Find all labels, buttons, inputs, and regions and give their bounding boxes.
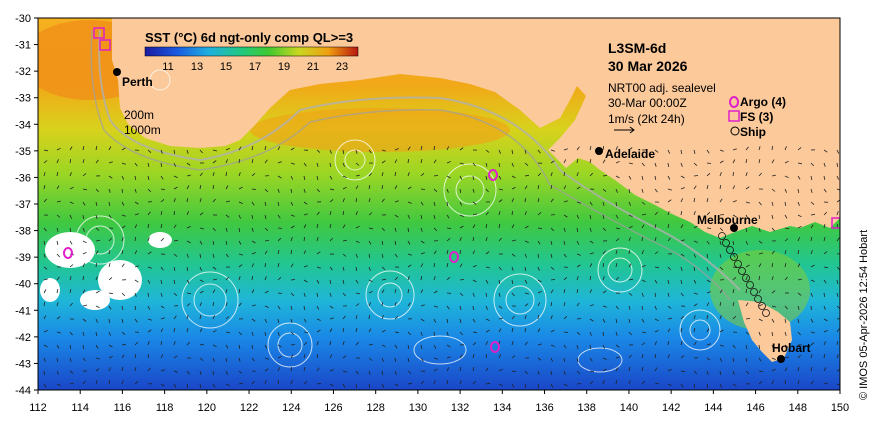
contour-label-200m: 200m <box>124 108 154 122</box>
colorbar-title: SST (°C) 6d ngt-only comp QL>=3 <box>145 30 353 45</box>
y-tick-label: -36 <box>15 172 31 184</box>
velocity-scale-label: 1m/s (2kt 24h) <box>608 112 685 126</box>
ship-track <box>718 232 770 317</box>
x-tick-label: 134 <box>493 402 511 414</box>
x-tick-label: 146 <box>746 402 764 414</box>
fs-legend-icon <box>728 110 740 122</box>
legend-ship: Ship <box>740 125 766 139</box>
x-tick-label: 130 <box>409 402 427 414</box>
sealevel-label: NRT00 adj. sealevel <box>608 81 716 95</box>
city-melbourne: Melbourne <box>697 213 758 232</box>
y-tick-label: -34 <box>15 119 31 131</box>
y-tick-label: -43 <box>15 358 31 370</box>
x-axis-ticks: 112 114 116 118 120 122 124 126 128 130 132 134 136 1… <box>29 390 849 414</box>
sealevel-contours <box>75 69 721 373</box>
colorbar: SST (°C) 6d ngt-only comp QL>=3 11 13 15 17… <box>144 30 359 73</box>
x-tick-label: 140 <box>620 402 638 414</box>
fs-stations <box>93 27 840 229</box>
credit-text: © IMOS 05-Apr-2026 12:54 Hobart <box>858 230 870 400</box>
y-tick-label: -42 <box>15 332 31 344</box>
x-tick-label: 126 <box>324 402 342 414</box>
x-tick-label: 122 <box>240 402 258 414</box>
y-tick-label: -30 <box>15 13 31 25</box>
y-tick-label: -40 <box>15 279 31 291</box>
x-tick-label: 138 <box>578 402 596 414</box>
x-tick-label: 148 <box>789 402 807 414</box>
x-tick-label: 116 <box>114 402 132 414</box>
legend-argo: Argo (4) <box>740 95 786 109</box>
colorbar-tick-label: 21 <box>307 61 319 73</box>
x-tick-label: 124 <box>282 402 300 414</box>
colorbar-tick-label: 11 <box>162 61 173 73</box>
velocity-arrows <box>43 146 840 388</box>
y-tick-label: -41 <box>15 305 31 317</box>
x-tick-label: 118 <box>156 402 174 414</box>
y-tick-label: -38 <box>15 226 31 238</box>
x-tick-label: 150 <box>831 402 849 414</box>
svg-text:Hobart: Hobart <box>772 341 811 355</box>
x-tick-label: 128 <box>367 402 385 414</box>
contour-label-1000m: 1000m <box>124 123 161 137</box>
city-hobart: Hobart <box>772 341 811 363</box>
tasmania-land <box>738 300 792 362</box>
y-tick-label: -39 <box>15 252 31 264</box>
colorbar-tick-label: 17 <box>249 61 261 73</box>
ship-legend-icon <box>730 126 740 136</box>
y-tick-label: -37 <box>15 199 31 211</box>
time-label: 30-Mar 00:00Z <box>608 96 687 110</box>
city-perth: Perth <box>113 68 153 89</box>
x-tick-label: 136 <box>535 402 553 414</box>
colorbar-tick-label: 19 <box>278 61 290 73</box>
cloud-gaps <box>40 232 172 310</box>
y-axis-ticks: -30 -31 -32 -33 -34 -35 -36 -37 -38 -39 -40 -41 -42 -… <box>15 13 38 397</box>
y-tick-label: -33 <box>15 93 31 105</box>
city-adelaide: Adelaide <box>595 147 655 161</box>
y-tick-label: -44 <box>15 385 31 397</box>
argo-floats <box>63 169 500 353</box>
colorbar-tick-label: 13 <box>191 61 203 73</box>
y-tick-label: -31 <box>15 40 31 52</box>
date-title: 30 Mar 2026 <box>608 58 688 74</box>
australia-land <box>112 18 840 238</box>
x-tick-label: 144 <box>704 402 722 414</box>
x-tick-label: 142 <box>662 402 680 414</box>
legend-fs: FS (3) <box>740 110 773 124</box>
y-tick-label: -32 <box>15 66 31 78</box>
x-tick-label: 112 <box>29 402 47 414</box>
colorbar-tick-label: 23 <box>336 61 348 73</box>
svg-text:Adelaide: Adelaide <box>605 147 655 161</box>
x-tick-label: 114 <box>71 402 89 414</box>
svg-text:Perth: Perth <box>122 75 153 89</box>
argo-legend-icon <box>729 96 739 108</box>
legend: Argo (4) FS (3) Ship <box>728 95 786 139</box>
colorbar-tick-label: 15 <box>220 61 232 73</box>
x-tick-label: 120 <box>198 402 216 414</box>
x-tick-label: 132 <box>451 402 469 414</box>
velocity-scale-arrow <box>614 126 635 134</box>
svg-text:Melbourne: Melbourne <box>697 213 758 227</box>
y-tick-label: -35 <box>15 146 31 158</box>
product-title: L3SM-6d <box>608 40 666 56</box>
